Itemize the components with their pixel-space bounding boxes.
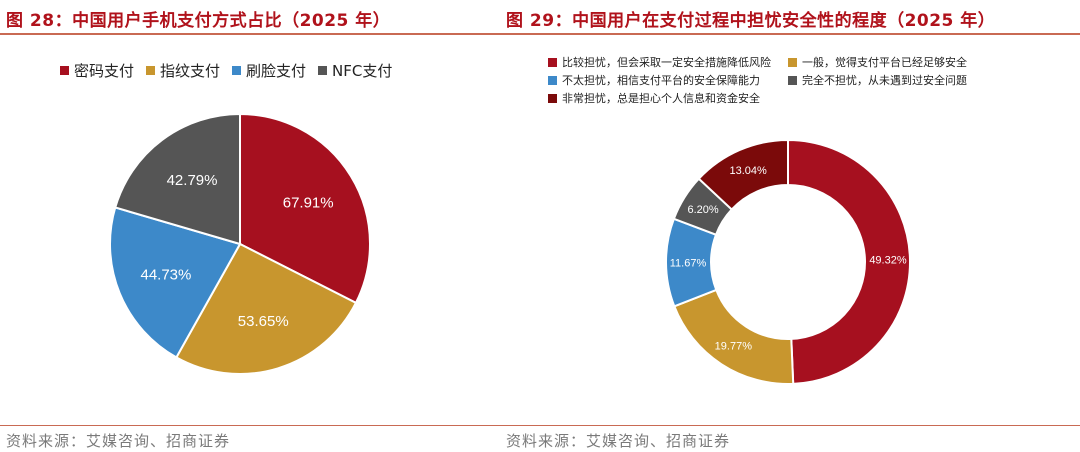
right-chart-panel: 图 29：中国用户在支付过程中担忧安全性的程度（2025 年） 比较担忧，但会采… [500, 0, 1080, 452]
right-legend-item-4-swatch [548, 93, 557, 103]
right-legend-item-0-label: 比较担忧，但会采取一定安全措施降低风险 [562, 56, 771, 69]
right-legend-item-0-swatch [548, 57, 557, 67]
left-legend-item-0-swatch [60, 66, 69, 75]
right-slice-label-1: 19.77% [715, 341, 753, 353]
right-legend-item-4-label: 非常担忧，总是担心个人信息和资金安全 [562, 92, 760, 105]
left-legend-item-0-label: 密码支付 [74, 62, 135, 80]
left-legend-item-1: 指纹支付 [146, 60, 220, 81]
right-title-rule [500, 33, 1080, 35]
left-source-note: 资料来源：艾媒咨询、招商证券 [6, 432, 231, 450]
left-source-rule [0, 425, 526, 426]
right-legend-item-3-swatch [788, 75, 797, 85]
right-chart-title: 图 29：中国用户在支付过程中担忧安全性的程度（2025 年） [506, 11, 996, 31]
right-legend-item-1: 一般，觉得支付平台已经足够安全 [788, 54, 967, 70]
left-legend-item-0: 密码支付 [60, 60, 134, 81]
right-source-rule [500, 425, 1080, 426]
left-legend-item-2-label: 刷脸支付 [246, 62, 307, 80]
right-legend-item-2-swatch [548, 75, 557, 85]
left-legend: 密码支付 指纹支付 刷脸支付 NFC支付 [60, 60, 404, 81]
left-legend-item-3-swatch [318, 66, 328, 75]
right-donut-chart: 49.32% 19.77% 11.67% 6.20% 13.04% [665, 138, 911, 385]
right-slice-0 [787, 138, 911, 385]
left-slice-2 [109, 206, 242, 359]
left-legend-item-3-label: NFC支付 [332, 62, 393, 80]
right-legend-item-3: 完全不担忧，从未遇到过安全问题 [788, 72, 967, 88]
left-chart-title: 图 28：中国用户手机支付方式占比（2025 年） [6, 11, 391, 31]
right-legend-item-4: 非常担忧，总是担心个人信息和资金安全 [548, 90, 760, 106]
left-chart-panel: 图 28：中国用户手机支付方式占比（2025 年） 密码支付 指纹支付 刷脸支付 NF… [0, 0, 526, 452]
right-slice-label-0: 49.32% [869, 255, 907, 267]
right-legend-item-2-label: 不太担忧，相信支付平台的安全保障能力 [562, 74, 760, 87]
right-source-note: 资料来源：艾媒咨询、招商证券 [506, 432, 731, 450]
right-legend-item-1-swatch [788, 57, 797, 67]
right-slice-4 [697, 138, 789, 211]
right-slice-label-2: 11.67% [670, 257, 707, 269]
right-legend-item-1-label: 一般，觉得支付平台已经足够安全 [802, 56, 967, 69]
left-slice-label-2: 44.73% [140, 266, 191, 283]
right-slice-1 [673, 288, 795, 385]
left-legend-item-1-label: 指纹支付 [160, 62, 221, 80]
left-slice-label-1: 53.65% [238, 313, 289, 330]
left-pie-chart: 67.91% 53.65% 44.73% 42.79% [109, 112, 371, 375]
left-slice-1 [175, 242, 358, 375]
right-legend-item-3-label: 完全不担忧，从未遇到过安全问题 [802, 74, 967, 87]
right-legend-item-2: 不太担忧，相信支付平台的安全保障能力 [548, 72, 760, 88]
left-slice-label-0: 67.91% [283, 194, 334, 211]
left-legend-item-1-swatch [146, 66, 156, 75]
left-legend-item-3: NFC支付 [318, 60, 392, 81]
left-slice-3 [113, 112, 241, 246]
right-slice-label-4: 13.04% [730, 165, 768, 177]
right-slice-label-3: 6.20% [687, 204, 718, 216]
left-title-rule [0, 33, 526, 35]
right-legend-item-0: 比较担忧，但会采取一定安全措施降低风险 [548, 54, 771, 70]
left-legend-item-2: 刷脸支付 [232, 60, 306, 81]
left-slice-0 [239, 112, 371, 305]
left-slice-label-3: 42.79% [167, 172, 218, 189]
left-legend-item-2-swatch [232, 66, 242, 75]
